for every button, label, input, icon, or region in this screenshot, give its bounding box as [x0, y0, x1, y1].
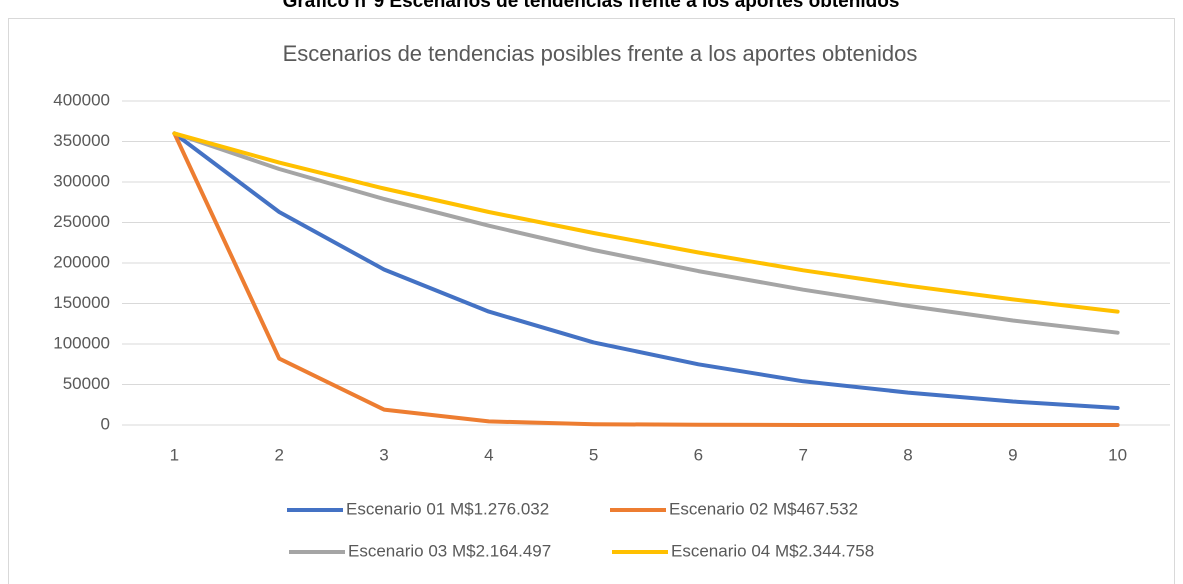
y-tick-label: 0	[101, 414, 110, 433]
series-line	[172, 131, 1120, 410]
x-tick-label: 4	[484, 445, 493, 464]
y-tick-label: 50000	[63, 374, 110, 393]
x-tick-label: 3	[379, 445, 388, 464]
x-tick-label: 2	[274, 445, 283, 464]
y-tick-label: 150000	[53, 293, 110, 312]
x-tick-label: 10	[1108, 445, 1127, 464]
legend-label: Escenario 02 M$467.532	[669, 499, 858, 518]
x-tick-label: 1	[170, 445, 179, 464]
series-line	[172, 131, 1120, 335]
y-tick-label: 200000	[53, 252, 110, 271]
x-tick-label: 6	[694, 445, 703, 464]
series-line	[172, 131, 1120, 314]
series-line	[172, 131, 1120, 427]
y-tick-label: 300000	[53, 171, 110, 190]
x-tick-label: 8	[903, 445, 912, 464]
legend-label: Escenario 03 M$2.164.497	[348, 541, 551, 560]
y-tick-label: 250000	[53, 212, 110, 231]
y-tick-label: 100000	[53, 333, 110, 352]
x-tick-label: 9	[1008, 445, 1017, 464]
x-tick-label: 7	[798, 445, 807, 464]
x-tick-label: 5	[589, 445, 598, 464]
chart-title: Escenarios de tendencias posibles frente…	[283, 41, 918, 66]
legend-label: Escenario 01 M$1.276.032	[346, 499, 549, 518]
y-tick-label: 400000	[53, 90, 110, 109]
legend-label: Escenario 04 M$2.344.758	[671, 541, 874, 560]
y-tick-label: 350000	[53, 131, 110, 150]
caption: Gráfico n°9 Escenarios de tendencias fre…	[283, 0, 900, 12]
chart-frame	[8, 18, 1175, 584]
